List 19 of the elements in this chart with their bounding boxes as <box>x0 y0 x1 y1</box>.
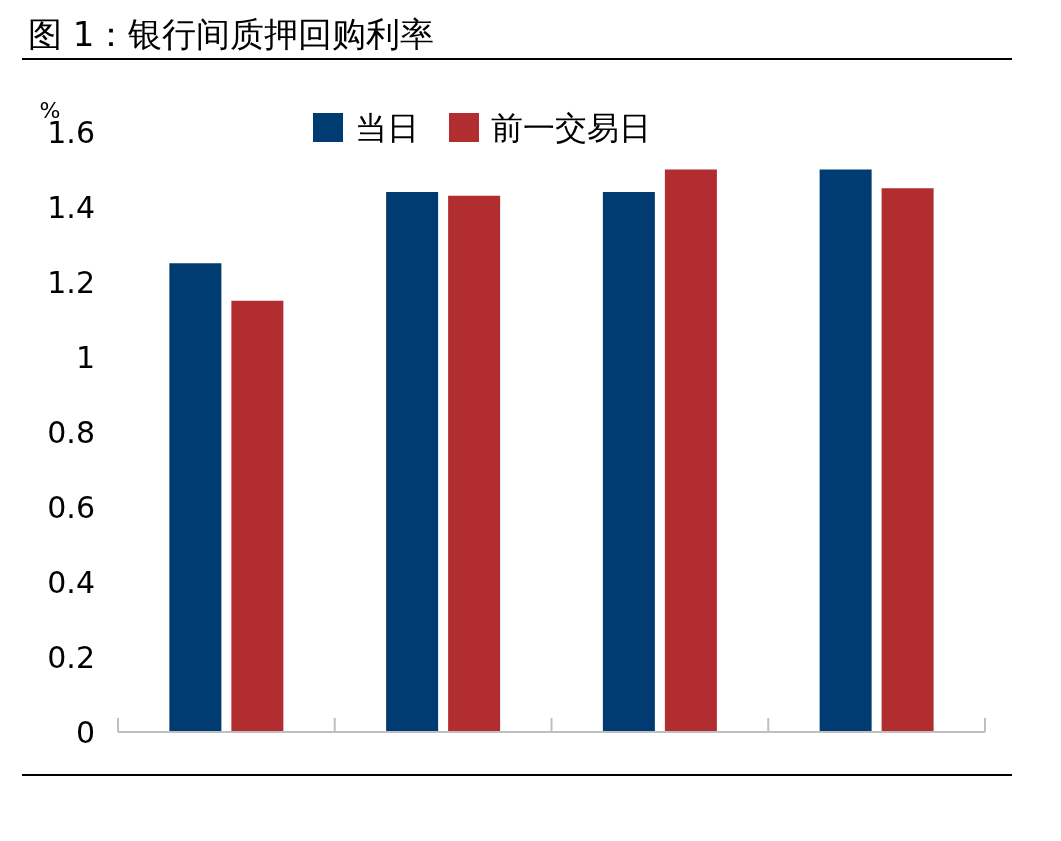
y-tick-label: 1.2 <box>47 264 95 300</box>
y-tick-label: 0.4 <box>47 564 95 600</box>
y-tick-label: 0 <box>75 714 95 750</box>
legend-label: 当日 <box>355 109 419 147</box>
bar <box>448 195 501 732</box>
chart-title: 图 1：银行间质押回购利率 <box>28 14 435 54</box>
bar <box>169 263 222 732</box>
y-tick-label: 0.8 <box>47 414 95 450</box>
y-tick-label: 1 <box>75 339 95 375</box>
bar <box>386 192 439 732</box>
bar <box>881 188 934 732</box>
bar <box>231 300 284 732</box>
y-tick-label: 0.6 <box>47 489 95 525</box>
legend-label: 前一交易日 <box>491 109 651 147</box>
bar <box>602 192 655 732</box>
bar <box>819 169 872 732</box>
bar <box>664 169 717 732</box>
y-tick-label: 1.4 <box>47 189 95 225</box>
y-tick-label: 0.2 <box>47 639 95 675</box>
